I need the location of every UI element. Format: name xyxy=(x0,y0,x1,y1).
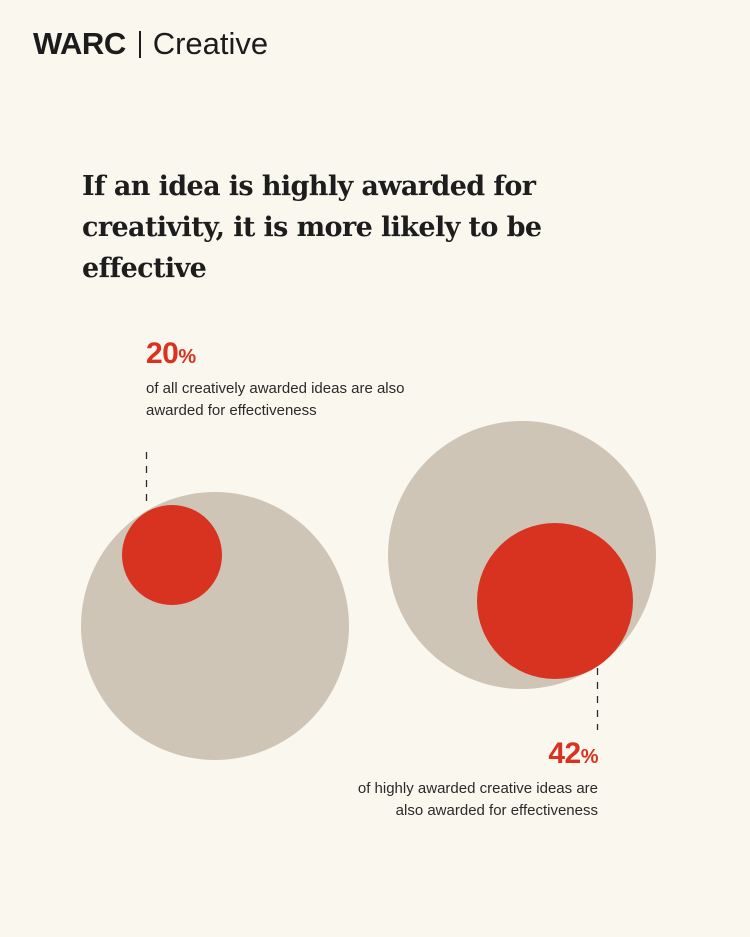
inner-circle-left xyxy=(122,505,222,605)
stat-number-right: 42 xyxy=(548,737,581,770)
chart-title: If an idea is highly awarded for creativ… xyxy=(82,171,542,284)
stat-unit-right: % xyxy=(580,746,599,768)
brand-divider xyxy=(138,30,141,58)
stat-number-left: 20 xyxy=(146,337,179,370)
stat-unit-left: % xyxy=(178,346,196,368)
brand-name: WARC xyxy=(33,26,126,61)
stat-callout-right: 42% of highly awarded creative ideas are… xyxy=(348,737,599,822)
stat-caption-right: of highly awarded creative ideas are als… xyxy=(357,780,598,819)
brand-section: Creative xyxy=(152,26,269,61)
stat-caption-left: of all creatively awarded ideas are also… xyxy=(146,380,405,419)
stat-value-left: 20% xyxy=(146,337,406,374)
brand-logo: WARC Creative xyxy=(33,24,268,64)
inner-circle-right xyxy=(477,523,633,679)
stat-value-right: 42% xyxy=(348,737,598,774)
stat-callout-left: 20% of all creatively awarded ideas are … xyxy=(146,337,406,422)
